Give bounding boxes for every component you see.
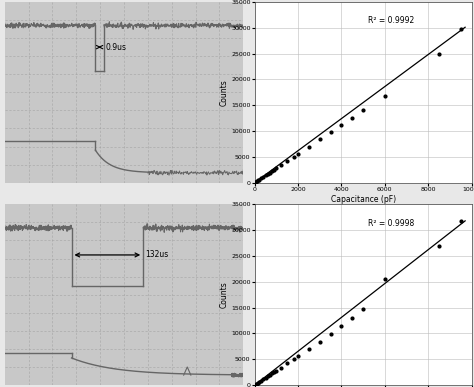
Text: R² = 0.9998: R² = 0.9998: [367, 219, 414, 228]
Y-axis label: Counts: Counts: [219, 281, 228, 308]
Text: 132us: 132us: [146, 250, 169, 259]
X-axis label: Capacitance (pF): Capacitance (pF): [330, 195, 396, 204]
Y-axis label: Counts: Counts: [219, 79, 228, 106]
Text: 0.9us: 0.9us: [106, 43, 127, 51]
Text: R² = 0.9992: R² = 0.9992: [367, 16, 414, 26]
